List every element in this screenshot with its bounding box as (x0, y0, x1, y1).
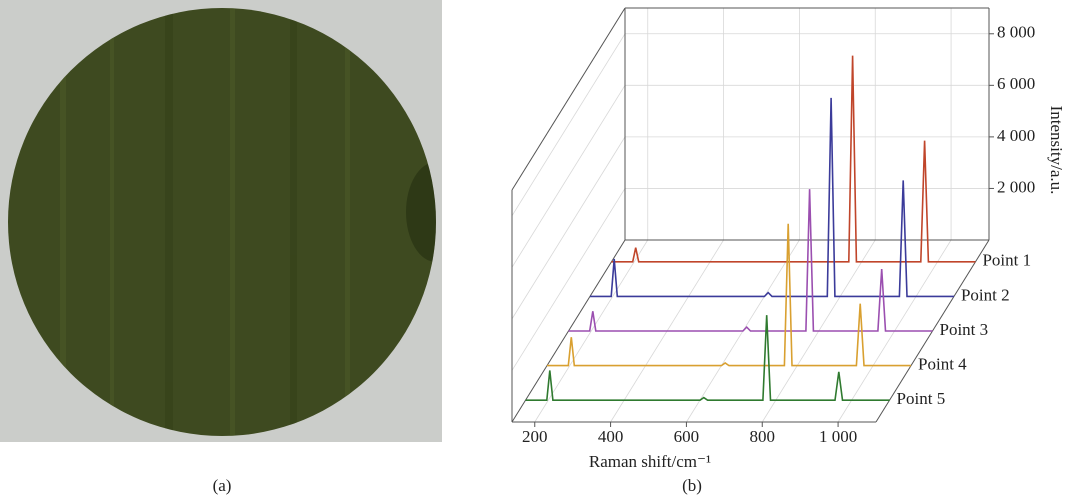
grid-line (511, 85, 626, 268)
grid-line (511, 33, 626, 216)
spectrum-line (568, 189, 933, 332)
y-tick-label: 2 000 (997, 177, 1035, 196)
x-tick-label: 400 (598, 427, 624, 446)
axis-frame (511, 7, 626, 191)
x-tick-label: 1 000 (819, 427, 857, 446)
caption: (b) (682, 476, 702, 495)
series-label: Point 2 (961, 285, 1010, 304)
x-tick-label: 600 (674, 427, 700, 446)
series-label: Point 3 (940, 320, 989, 339)
x-tick-label: 200 (522, 427, 548, 446)
y-tick-label: 8 000 (997, 23, 1035, 42)
caption: (a) (213, 476, 232, 495)
spectrum-line (525, 315, 890, 401)
grid-line (511, 136, 626, 320)
y-tick-label: 4 000 (997, 126, 1035, 145)
spectrum-line (611, 55, 976, 263)
grid-line (511, 188, 626, 371)
y-tick-label: 6 000 (997, 74, 1035, 93)
y-axis-label: Intensity/a.u. (1047, 106, 1066, 195)
grid-line (534, 239, 649, 423)
spectrum-line (547, 223, 911, 367)
x-tick-label: 800 (750, 427, 776, 446)
series-label: Point 5 (897, 389, 946, 408)
spectrum-line (590, 97, 954, 298)
series-label: Point 1 (982, 251, 1031, 270)
series-label: Point 4 (918, 354, 967, 373)
wafer-photo (0, 0, 442, 442)
x-axis-label: Raman shift/cm⁻¹ (589, 452, 711, 471)
